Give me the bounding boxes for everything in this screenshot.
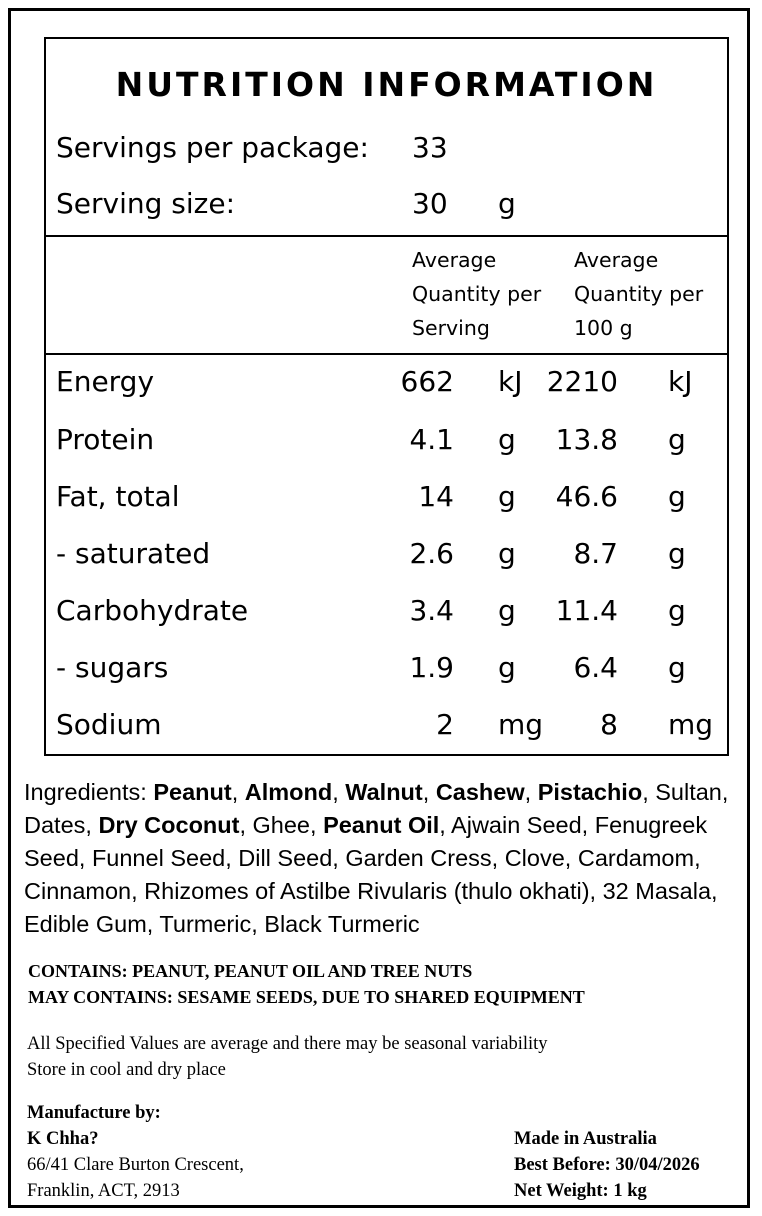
column-header-line: Average xyxy=(574,248,659,272)
notes: All Specified Values are average and the… xyxy=(27,1031,548,1083)
ingredient-text: , Ajwain Seed, Fenugreek Seed, Funnel Se… xyxy=(24,812,718,937)
nutrient-name: Protein xyxy=(56,423,155,456)
unit-per-100g: g xyxy=(668,594,686,627)
unit-per-serving: kJ xyxy=(498,365,523,398)
ingredient-allergen: Almond xyxy=(244,779,333,805)
unit-per-serving: g xyxy=(498,651,516,684)
may-contain-line: MAY CONTAINS: SESAME SEEDS, DUE TO SHARE… xyxy=(28,987,585,1007)
value-per-serving: 3.4 xyxy=(409,594,454,627)
serving-size-unit: g xyxy=(498,187,516,220)
ingredient-text: , xyxy=(332,779,346,805)
nutrient-name: - saturated xyxy=(56,537,211,570)
unit-per-serving: g xyxy=(498,594,516,627)
unit-per-100g: mg xyxy=(668,708,714,741)
unit-per-100g: g xyxy=(668,651,686,684)
ingredient-text: , xyxy=(524,779,538,805)
column-header-line: Average xyxy=(412,248,497,272)
product-info: Made in Australia Best Before: 30/04/202… xyxy=(514,1126,700,1204)
divider xyxy=(46,235,727,237)
serving-size-label: Serving size: xyxy=(56,187,236,220)
ingredient-allergen: Pistachio xyxy=(537,779,643,805)
column-header-per-100g: Average Quantity per 100 g xyxy=(574,243,703,345)
servings-value: 33 xyxy=(412,131,448,164)
ingredients-list: Ingredients: Peanut, Almond, Walnut, Cas… xyxy=(24,776,754,941)
value-per-100g: 11.4 xyxy=(555,594,618,627)
nutrient-name: Carbohydrate xyxy=(56,594,249,627)
contains-line: CONTAINS: PEANUT, PEANUT OIL AND TREE NU… xyxy=(28,961,473,981)
manufacturer-address-line: 66/41 Clare Burton Crescent, xyxy=(27,1155,244,1175)
nutrient-name: - sugars xyxy=(56,651,169,684)
nutrient-row-saturated: - saturated 2.6 g 8.7 g xyxy=(46,537,727,587)
column-header-per-serving: Average Quantity per Serving xyxy=(412,243,541,345)
storage-note: Store in cool and dry place xyxy=(27,1060,226,1080)
value-per-100g: 8.7 xyxy=(573,537,618,570)
ingredient-text: , xyxy=(231,779,245,805)
unit-per-serving: g xyxy=(498,537,516,570)
unit-per-100g: g xyxy=(668,537,686,570)
manufacturer-heading: Manufacture by: xyxy=(27,1103,161,1123)
value-per-serving: 662 xyxy=(400,365,454,398)
net-weight: Net Weight: 1 kg xyxy=(514,1181,647,1201)
variability-note: All Specified Values are average and the… xyxy=(27,1034,548,1054)
nutrient-row-fat-total: Fat, total 14 g 46.6 g xyxy=(46,480,727,530)
value-per-100g: 6.4 xyxy=(573,651,618,684)
ingredient-text: , xyxy=(422,779,436,805)
origin: Made in Australia xyxy=(514,1129,657,1149)
column-header-line: Serving xyxy=(412,316,490,340)
best-before: Best Before: 30/04/2026 xyxy=(514,1155,700,1175)
unit-per-serving: g xyxy=(498,480,516,513)
column-header: Average Quantity per Serving Average Qua… xyxy=(46,235,727,353)
nutrition-panel: NUTRITION INFORMATION Servings per packa… xyxy=(44,37,729,756)
column-header-line: 100 g xyxy=(574,316,633,340)
unit-per-100g: kJ xyxy=(668,365,693,398)
ingredient-allergen: Peanut xyxy=(153,779,232,805)
value-per-serving: 14 xyxy=(418,480,454,513)
nutrient-row-carbohydrate: Carbohydrate 3.4 g 11.4 g xyxy=(46,594,727,644)
ingredient-text: , Sultan, Dates, xyxy=(24,779,729,838)
value-per-100g: 2210 xyxy=(546,365,618,398)
ingredients-label: Ingredients: xyxy=(24,779,154,805)
manufacturer-block: Manufacture by: K Chha? 66/41 Clare Burt… xyxy=(27,1100,244,1204)
nutrient-name: Fat, total xyxy=(56,480,180,513)
value-per-serving: 4.1 xyxy=(409,423,454,456)
value-per-serving: 2 xyxy=(436,708,454,741)
value-per-serving: 2.6 xyxy=(409,537,454,570)
column-header-line: Quantity per xyxy=(574,282,704,306)
serving-size-value: 30 xyxy=(412,187,448,220)
unit-per-serving: g xyxy=(498,423,516,456)
column-header-line: Quantity per xyxy=(412,282,542,306)
nutrient-row-sugars: - sugars 1.9 g 6.4 g xyxy=(46,651,727,701)
manufacturer-name: K Chha? xyxy=(27,1129,99,1149)
value-per-100g: 13.8 xyxy=(555,423,618,456)
unit-per-100g: g xyxy=(668,423,686,456)
ingredient-allergen: Peanut Oil xyxy=(323,812,440,838)
nutrient-row-energy: Energy 662 kJ 2210 kJ xyxy=(46,365,727,415)
ingredient-allergen: Dry Coconut xyxy=(98,812,240,838)
ingredient-allergen: Cashew xyxy=(435,779,525,805)
nutrient-row-protein: Protein 4.1 g 13.8 g xyxy=(46,423,727,473)
ingredient-allergen: Walnut xyxy=(345,779,423,805)
value-per-100g: 8 xyxy=(600,708,618,741)
unit-per-100g: g xyxy=(668,480,686,513)
nutrient-row-sodium: Sodium 2 mg 8 mg xyxy=(46,708,727,758)
servings-label: Servings per package: xyxy=(56,131,369,164)
ingredient-text: , Ghee, xyxy=(239,812,324,838)
value-per-100g: 46.6 xyxy=(555,480,618,513)
unit-per-serving: mg xyxy=(498,708,544,741)
nutrient-name: Sodium xyxy=(56,708,162,741)
manufacturer-address-line: Franklin, ACT, 2913 xyxy=(27,1181,180,1201)
nutrition-title: NUTRITION INFORMATION xyxy=(115,65,658,104)
value-per-serving: 1.9 xyxy=(409,651,454,684)
nutrient-name: Energy xyxy=(56,365,155,398)
label-border xyxy=(8,8,750,1208)
divider xyxy=(46,353,727,355)
allergen-statement: CONTAINS: PEANUT, PEANUT OIL AND TREE NU… xyxy=(28,958,585,1010)
